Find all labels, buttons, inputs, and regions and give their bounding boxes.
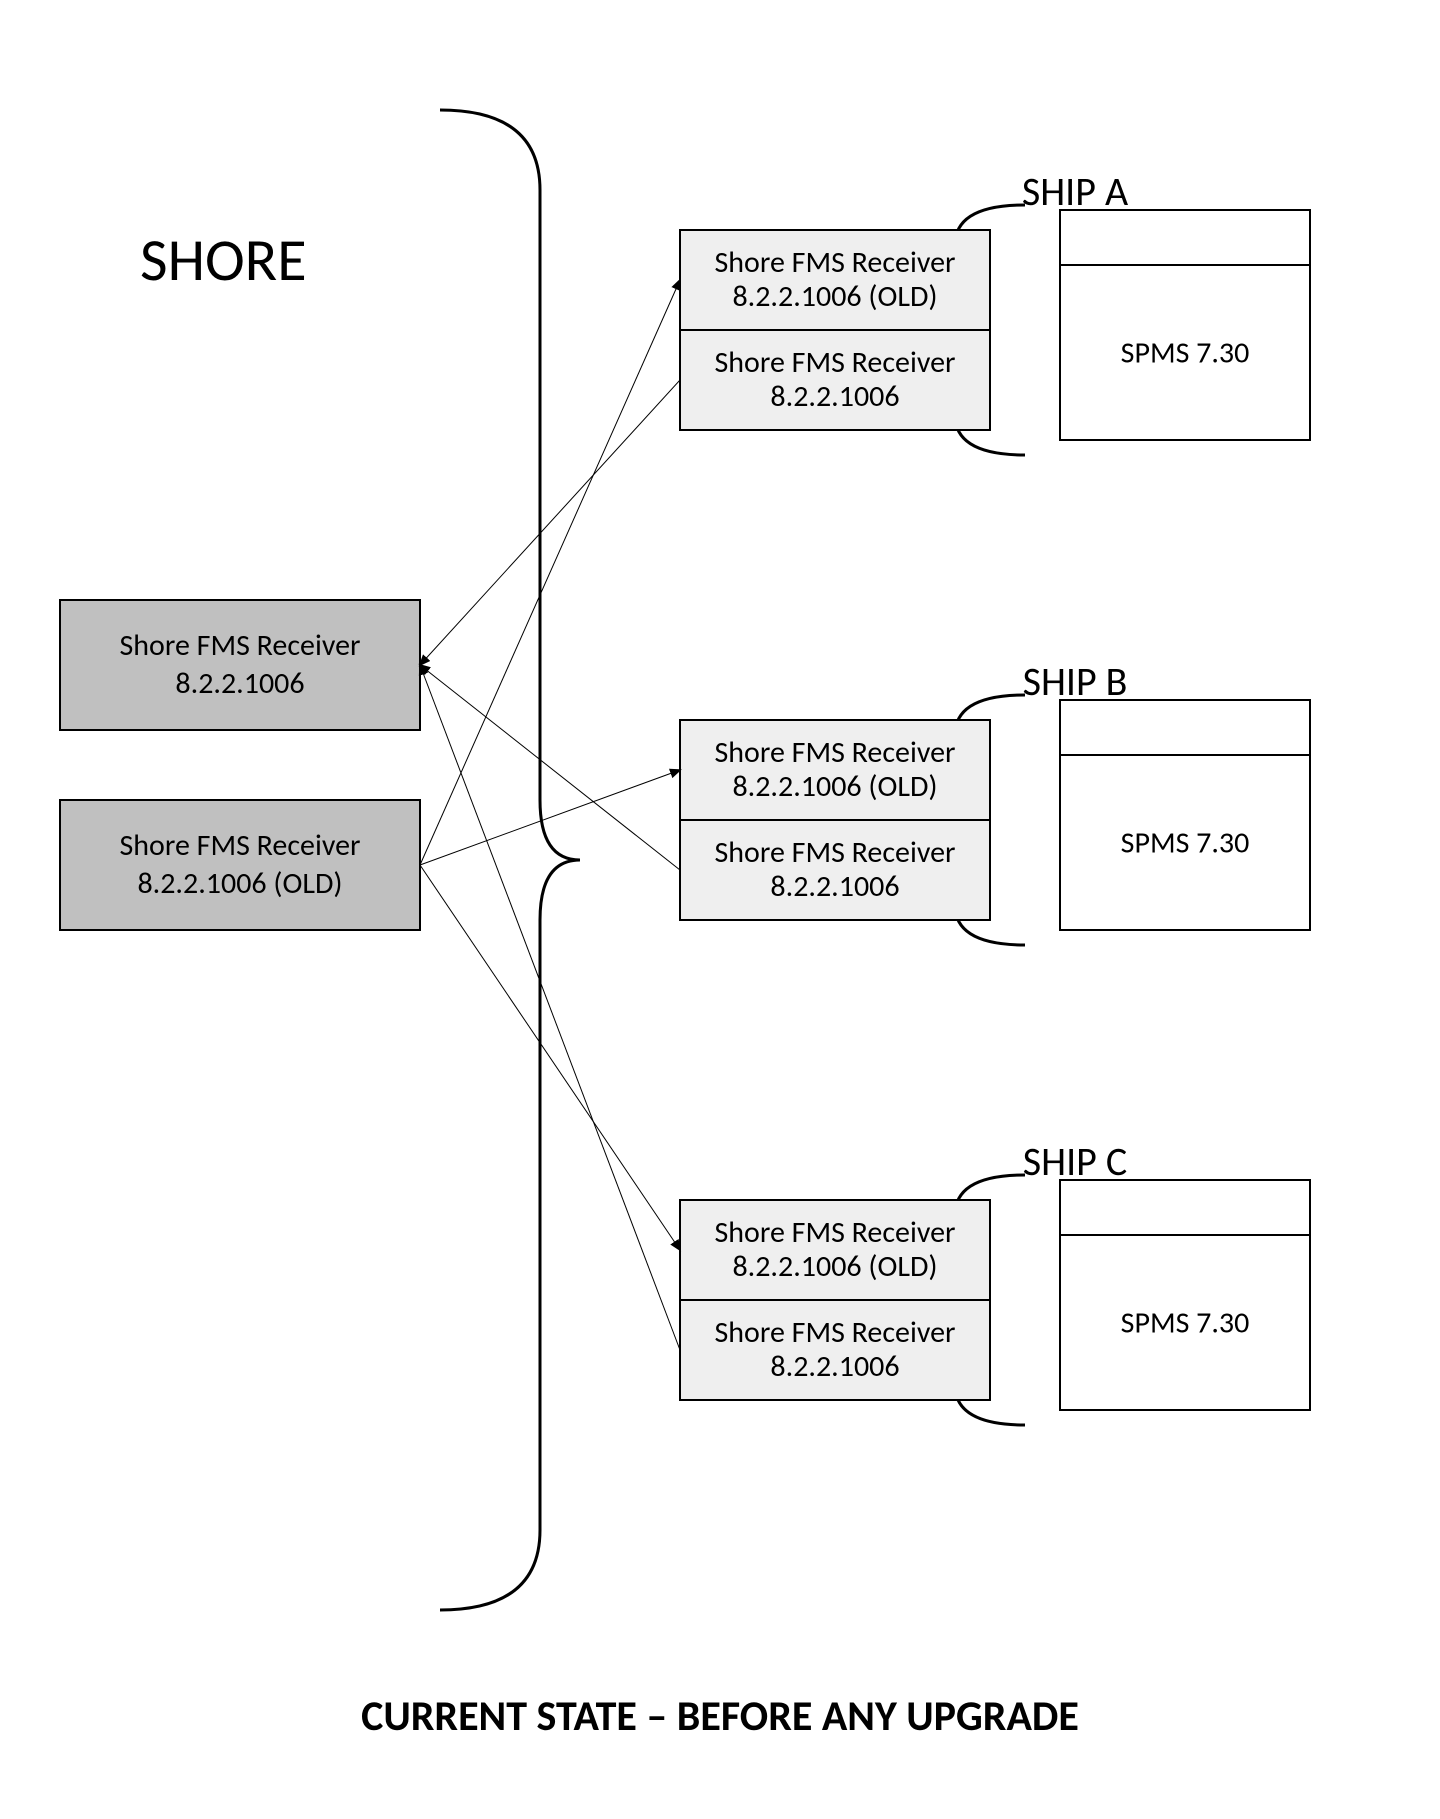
shore-receiver-box: Shore FMS Receiver8.2.2.1006 [60,600,420,730]
ship-receiver-version: 8.2.2.1006 (OLD) [732,1248,937,1285]
ship-group: SHIP AShore FMS Receiver8.2.2.1006 (OLD)… [680,167,1310,455]
spms-box [1060,210,1310,440]
ship-title: SHIP C [1023,1137,1127,1186]
ship-receiver-version: 8.2.2.1006 (OLD) [732,768,937,805]
ship-receiver-version: 8.2.2.1006 [770,1348,899,1385]
ship-group: SHIP BShore FMS Receiver8.2.2.1006 (OLD)… [680,657,1310,945]
ship-title: SHIP A [1022,167,1129,216]
connection-line [420,770,680,865]
ship-receiver-label: Shore FMS Receiver [715,244,956,281]
shore-receiver-box: Shore FMS Receiver8.2.2.1006 (OLD) [60,800,420,930]
ship-receiver-label: Shore FMS Receiver [715,344,956,381]
ship-receiver-label: Shore FMS Receiver [715,834,956,871]
spms-box [1060,1180,1310,1410]
ship-receiver-version: 8.2.2.1006 (OLD) [732,278,937,315]
ship-receiver-label: Shore FMS Receiver [715,1214,956,1251]
ship-receiver-label: Shore FMS Receiver [715,1314,956,1351]
shore-title: SHORE [140,224,307,297]
ship-group: SHIP CShore FMS Receiver8.2.2.1006 (OLD)… [680,1137,1310,1425]
connection-line [420,865,680,1250]
ship-receiver-version: 8.2.2.1006 [770,378,899,415]
shore-brace [440,110,580,1610]
diagram-caption: CURRENT STATE – BEFORE ANY UPGRADE [361,1691,1079,1742]
spms-label: SPMS 7.30 [1121,335,1250,372]
connections [420,280,680,1350]
shore-boxes: Shore FMS Receiver8.2.2.1006Shore FMS Re… [60,600,420,930]
shore-receiver-version: 8.2.2.1006 (OLD) [137,865,342,902]
connection-line [420,380,680,665]
ships-group: SHIP AShore FMS Receiver8.2.2.1006 (OLD)… [680,167,1310,1425]
ship-receiver-version: 8.2.2.1006 [770,868,899,905]
shore-receiver-label: Shore FMS Receiver [120,627,361,664]
connection-line [420,280,680,865]
shore-receiver-version: 8.2.2.1006 [175,665,304,702]
spms-label: SPMS 7.30 [1121,825,1250,862]
spms-box [1060,700,1310,930]
shore-receiver-label: Shore FMS Receiver [120,827,361,864]
ship-title: SHIP B [1023,657,1128,706]
architecture-diagram: SHORE Shore FMS Receiver8.2.2.1006Shore … [0,0,1440,1819]
ship-receiver-label: Shore FMS Receiver [715,734,956,771]
spms-label: SPMS 7.30 [1121,1305,1250,1342]
